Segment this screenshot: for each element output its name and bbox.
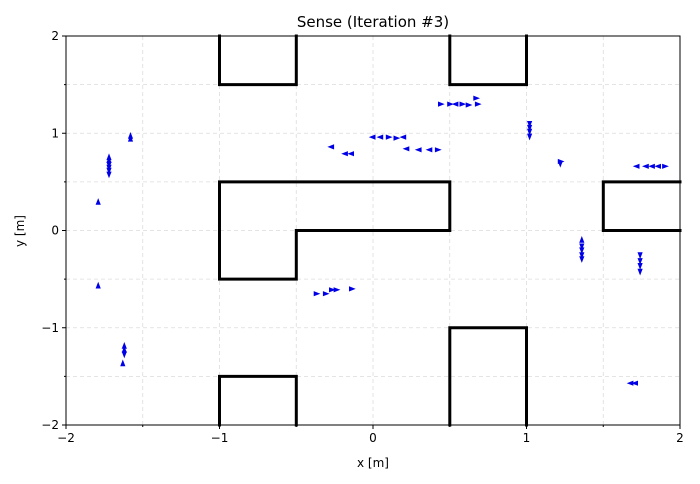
particles [95, 95, 669, 386]
particle-marker [579, 236, 585, 243]
x-tick-label: 2 [676, 431, 684, 445]
particle-marker [557, 160, 563, 168]
x-tick-label: 1 [523, 431, 531, 445]
axis-ticks: −2 −1 0 1 2 −2 −1 0 1 2 [41, 29, 684, 445]
particle-marker [527, 128, 533, 136]
particle-marker [527, 133, 533, 141]
particle-marker [631, 380, 638, 386]
particle-marker [121, 351, 127, 359]
particle-marker [399, 134, 407, 140]
particle-marker [347, 151, 354, 157]
wall-segment [218, 34, 298, 87]
particle-marker [438, 101, 445, 107]
maze-walls [218, 34, 682, 427]
particle-marker [434, 147, 442, 153]
particle-marker [106, 171, 112, 179]
wall-segment [601, 180, 682, 232]
particle-marker [459, 101, 467, 107]
particle-marker [106, 156, 112, 163]
particle-marker [579, 243, 585, 251]
y-tick-label: 0 [51, 224, 59, 238]
particle-marker [368, 134, 376, 140]
particle-marker [648, 163, 655, 169]
wall-segment [448, 34, 528, 87]
x-tick-label: 0 [369, 431, 377, 445]
particle-marker [120, 359, 126, 367]
particle-marker [654, 163, 661, 169]
particle-marker [579, 252, 585, 259]
particle-marker [127, 134, 134, 142]
particle-marker [385, 134, 393, 140]
particle-marker [349, 286, 356, 292]
y-tick-label: 2 [51, 29, 59, 43]
wall-segment [218, 180, 452, 281]
particle-marker [329, 287, 336, 293]
particle-marker [473, 95, 480, 101]
particle-marker [425, 147, 433, 153]
particle-marker [662, 163, 669, 169]
x-tick-label: −1 [211, 431, 229, 445]
particle-marker [579, 247, 585, 255]
y-tick-label: −1 [41, 321, 59, 335]
particle-marker [447, 101, 454, 107]
particle-marker [632, 163, 640, 169]
particle-marker [451, 101, 459, 107]
particle-marker [414, 147, 422, 153]
particle-marker [322, 291, 330, 297]
particle-marker [642, 163, 649, 169]
particle-marker [327, 144, 335, 150]
particle-marker [95, 198, 101, 205]
particle-marker [402, 146, 410, 152]
particle-marker [637, 258, 643, 265]
particle-marker [95, 281, 101, 289]
particle-marker [393, 135, 401, 141]
particle-marker [637, 263, 643, 270]
particle-marker [626, 380, 634, 386]
x-axis-label: x [m] [357, 456, 389, 470]
x-tick-label: −2 [57, 431, 75, 445]
particle-marker [579, 256, 585, 263]
y-axis-label: y [m] [13, 215, 27, 247]
wall-segment [448, 326, 528, 427]
particle-marker [527, 121, 533, 128]
particle-marker [121, 345, 127, 353]
particle-marker [121, 342, 127, 349]
particle-marker [637, 252, 643, 259]
particle-marker [637, 268, 643, 276]
y-tick-label: 1 [51, 126, 59, 140]
chart-title: Sense (Iteration #3) [297, 13, 449, 31]
particle-marker [465, 102, 473, 108]
particle-marker [313, 291, 321, 297]
particle-marker [474, 101, 482, 107]
particle-marker [333, 287, 341, 293]
particle-marker [376, 134, 384, 140]
particle-marker [341, 151, 348, 157]
y-tick-label: −2 [41, 418, 59, 432]
wall-segment [218, 374, 298, 427]
particle-marker [106, 167, 112, 175]
particle-marker [527, 124, 533, 132]
